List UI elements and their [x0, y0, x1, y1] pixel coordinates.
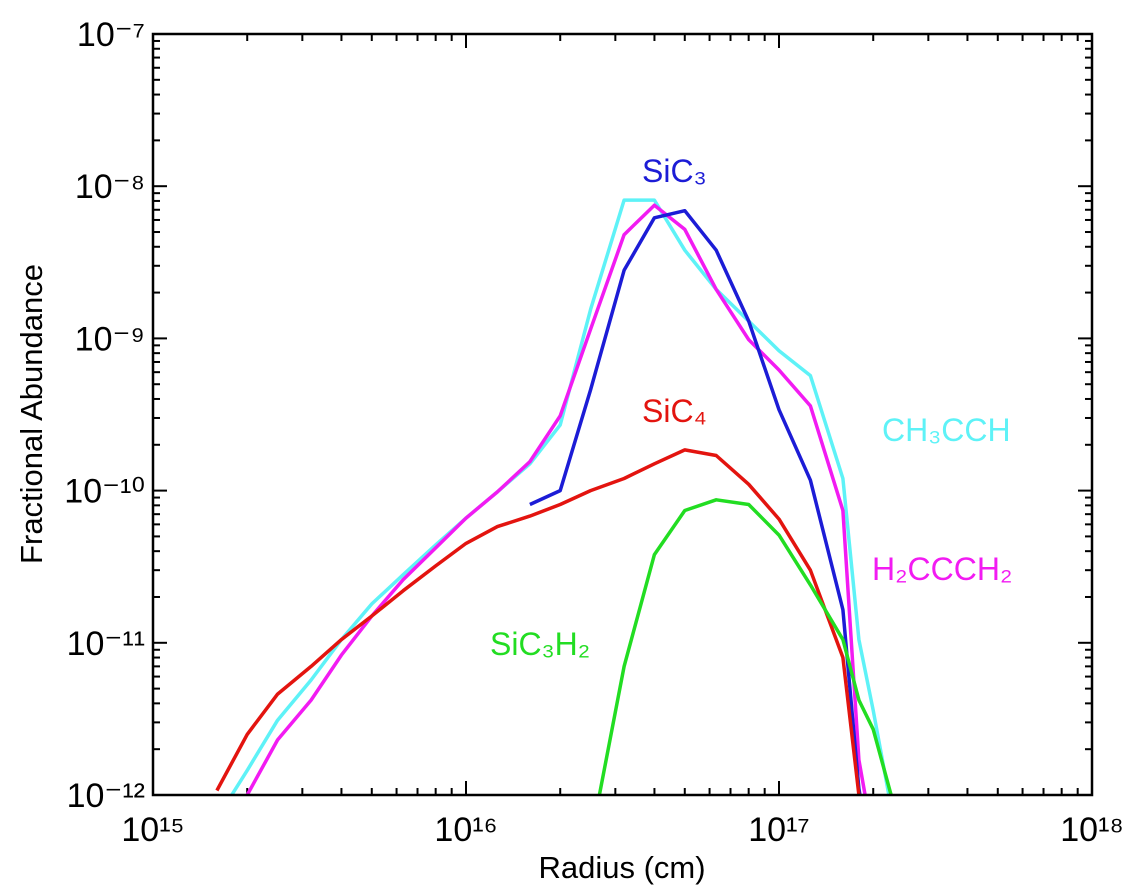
series-label: H₂CCCH₂: [872, 551, 1012, 587]
x-tick-label: 10¹⁶: [434, 811, 497, 849]
x-tick-label: 10¹⁸: [1060, 811, 1123, 849]
y-axis-label: Fractional Abundance: [14, 264, 49, 564]
y-tick-label: 10⁻⁸: [75, 168, 145, 206]
x-tick-label: 10¹⁷: [748, 811, 809, 849]
x-axis-label: Radius (cm): [538, 850, 705, 885]
series-line: [245, 203, 867, 795]
y-tick-label: 10⁻⁹: [75, 320, 145, 358]
y-tick-label: 10⁻¹¹: [67, 625, 145, 663]
series-label: CH₃CCH: [882, 412, 1011, 448]
y-tick-label: 10⁻¹²: [67, 777, 145, 815]
series-line: [215, 448, 861, 795]
y-tick-label: 10⁻¹⁰: [64, 473, 145, 511]
plot-area: [215, 198, 893, 795]
plot-frame: [151, 32, 1094, 797]
x-tick-label: 10¹⁵: [121, 811, 184, 849]
series-line: [529, 208, 862, 795]
series-label: SiC₄: [642, 393, 707, 429]
series-label: SiC₃H₂: [490, 626, 590, 662]
y-tick-label: 10⁻⁷: [77, 16, 145, 54]
series-line: [229, 198, 891, 795]
series-label: SiC₃: [642, 153, 707, 189]
series-line: [597, 498, 893, 795]
